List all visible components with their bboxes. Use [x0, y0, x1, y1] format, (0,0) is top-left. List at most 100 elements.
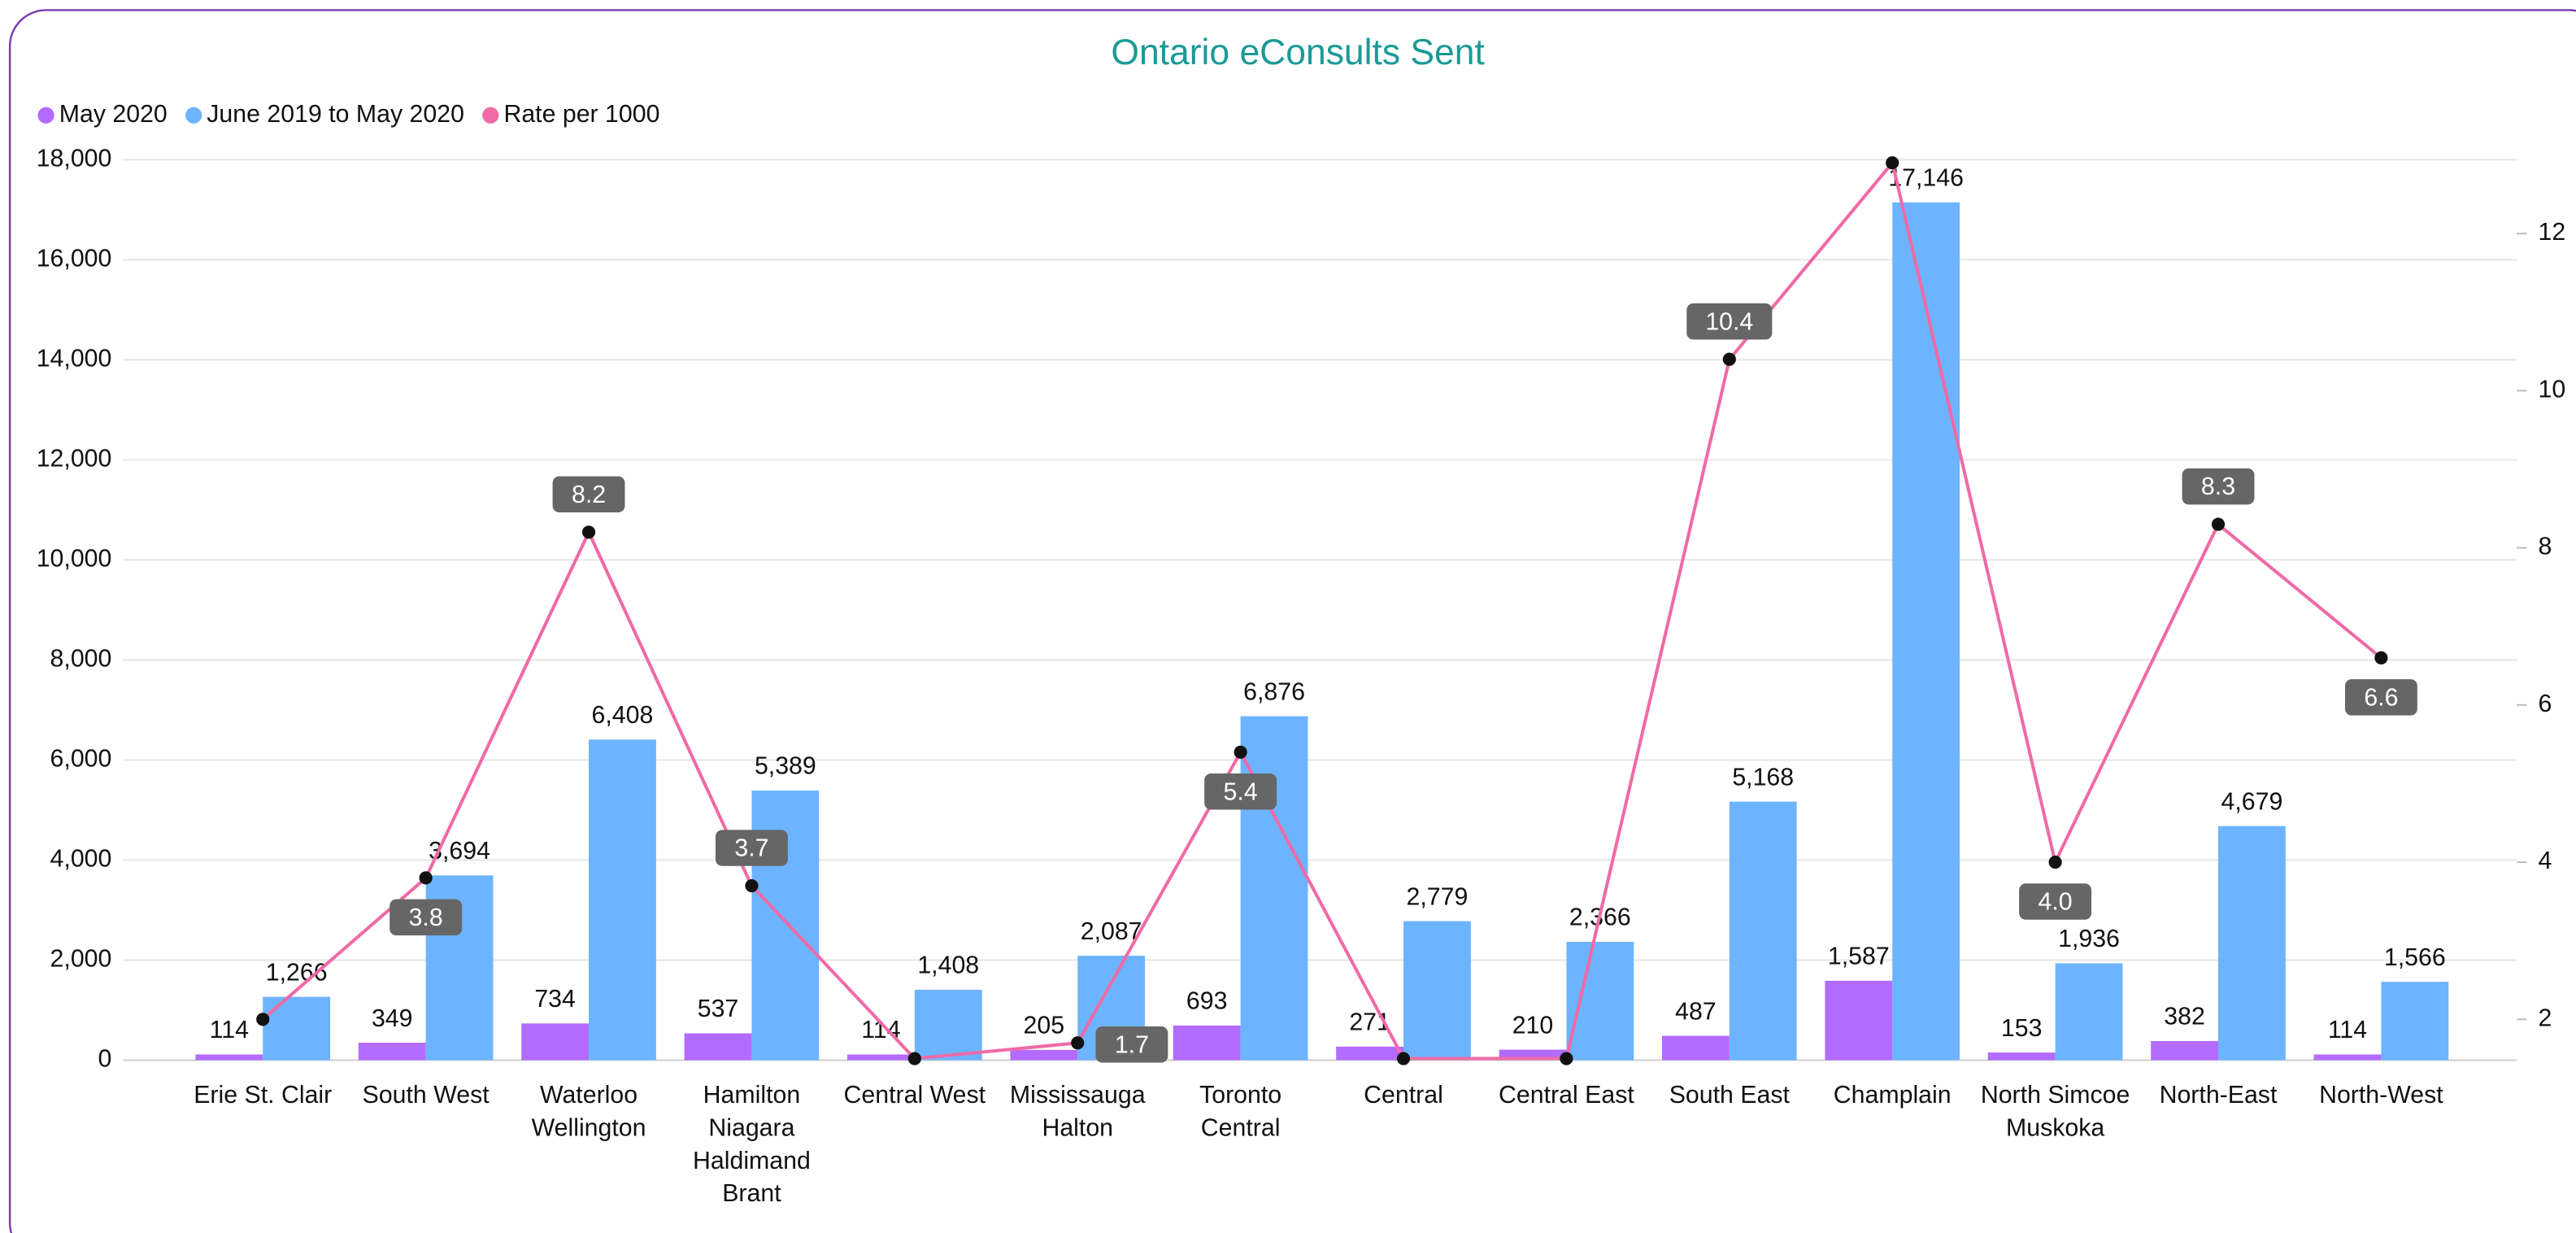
rate-value-label: 8.3 — [2201, 473, 2235, 500]
x-tick-label: Hamilton — [703, 1082, 801, 1109]
bar — [1566, 941, 1634, 1061]
x-tick-label: Champlain — [1834, 1082, 1952, 1109]
rate-value-label: 6.6 — [2364, 684, 2398, 711]
rate-label-box — [2344, 679, 2417, 716]
x-tick-label: North Simcoe — [1981, 1082, 2130, 1109]
rate-point — [907, 1052, 921, 1065]
rate-label-box — [552, 476, 625, 513]
y-tick-label: 0 — [98, 1046, 112, 1073]
rate-value-label: 4.0 — [2039, 889, 2073, 916]
rate-value-label: 3.8 — [409, 904, 443, 931]
legend-label: Rate per 1000 — [503, 101, 659, 128]
x-tick-label: Erie St. Clair — [194, 1082, 332, 1109]
bar — [1661, 1035, 1730, 1061]
rate-point — [2211, 517, 2226, 531]
y-tick-label: 14,000 — [37, 345, 112, 372]
y2-tick-label: 4 — [2539, 847, 2552, 874]
bar-value-label: 537 — [698, 996, 739, 1022]
x-tick-label: South West — [363, 1082, 490, 1109]
rate-label-box — [1204, 773, 1277, 810]
bar-value-label: 2,087 — [1081, 918, 1142, 945]
rate-value-label: 10.4 — [1705, 308, 1753, 335]
x-tick-label: Toronto — [1199, 1082, 1281, 1109]
chart-title: Ontario eConsults Sent — [1111, 33, 1485, 72]
y-tick-label: 10,000 — [37, 545, 112, 572]
bar — [1987, 1052, 2056, 1061]
bar-value-label: 734 — [534, 986, 576, 1013]
bar — [589, 739, 656, 1061]
y2-tick-label: 12 — [2539, 219, 2566, 246]
bar-value-label: 382 — [2164, 1004, 2205, 1030]
x-tick-label: Mississauga — [1010, 1082, 1146, 1109]
bar — [2313, 1054, 2382, 1061]
bar-value-label: 1,566 — [2384, 944, 2446, 971]
rate-value-label: 3.7 — [734, 835, 768, 862]
legend-swatch — [482, 107, 499, 124]
bar-value-label: 6,876 — [1243, 678, 1305, 705]
bar — [263, 996, 331, 1061]
rate-point — [581, 525, 596, 539]
x-tick-label: Central West — [844, 1082, 986, 1109]
bar — [1010, 1049, 1078, 1061]
bar — [2217, 826, 2286, 1061]
bar-value-label: 210 — [1512, 1012, 1554, 1039]
rate-point — [1886, 156, 1899, 170]
bar — [521, 1023, 590, 1061]
legend-label: May 2020 — [59, 101, 168, 128]
rate-point — [1071, 1036, 1085, 1050]
y2-tick-label: 8 — [2539, 534, 2552, 560]
rate-line — [261, 159, 2382, 1061]
x-tick-label: Central — [1201, 1114, 1281, 1141]
x-tick-label: Central — [1364, 1082, 1443, 1109]
rate-point — [419, 871, 433, 885]
x-tick-label: Wellington — [532, 1114, 646, 1141]
x-tick-label: North-East — [2160, 1082, 2278, 1109]
y2-tick-label: 2 — [2539, 1004, 2552, 1031]
bar — [2055, 963, 2123, 1061]
legend-swatch — [185, 107, 202, 124]
bar-value-label: 1,408 — [917, 952, 979, 979]
bar-value-label: 693 — [1186, 988, 1228, 1015]
rate-label-box — [2019, 883, 2092, 920]
rate-label-box — [1686, 303, 1773, 340]
y-tick-label: 6,000 — [50, 745, 112, 772]
bar-value-label: 4,679 — [2221, 788, 2283, 815]
y2-tick-label: 10 — [2539, 376, 2566, 403]
x-tick-label: Waterloo — [540, 1082, 637, 1109]
x-tick-label: Muskoka — [2006, 1114, 2104, 1141]
bar-value-label: 114 — [2328, 1017, 2367, 1043]
bar — [1729, 801, 1797, 1061]
rate-value-label: 8.2 — [572, 481, 606, 508]
y2-tick-label: 6 — [2539, 691, 2552, 717]
rate-value-label: 5.4 — [1224, 778, 1258, 805]
bar — [914, 989, 982, 1061]
bar — [1825, 980, 1893, 1061]
rate-label-box — [715, 830, 788, 866]
x-tick-label: Halton — [1042, 1114, 1113, 1141]
bar — [2381, 982, 2449, 1061]
bar — [1173, 1025, 1241, 1061]
rate-point — [256, 1013, 270, 1026]
bar — [1336, 1046, 1404, 1061]
bar — [846, 1054, 915, 1061]
y-tick-label: 8,000 — [50, 645, 112, 672]
bar-value-label: 487 — [1675, 998, 1717, 1025]
bar-value-label: 2,779 — [1407, 883, 1469, 910]
rate-point — [1396, 1052, 1411, 1065]
rate-point — [1234, 745, 1247, 759]
x-tick-label: Central East — [1499, 1082, 1634, 1109]
bar-value-label: 5,168 — [1732, 764, 1794, 791]
x-tick-label: Niagara — [708, 1114, 794, 1141]
rate-point — [1560, 1052, 1573, 1065]
rate-label-box — [2182, 468, 2255, 505]
rate-label-box — [389, 899, 463, 936]
bar — [358, 1043, 426, 1061]
bar-value-label: 349 — [372, 1005, 413, 1032]
bar-value-label: 1,587 — [1828, 943, 1890, 970]
bar — [2151, 1041, 2218, 1061]
rate-point — [1722, 352, 1736, 366]
bar — [195, 1054, 263, 1061]
x-tick-label: Brant — [722, 1180, 781, 1207]
rate-point — [745, 878, 759, 893]
rate-label-box — [1095, 1026, 1168, 1063]
